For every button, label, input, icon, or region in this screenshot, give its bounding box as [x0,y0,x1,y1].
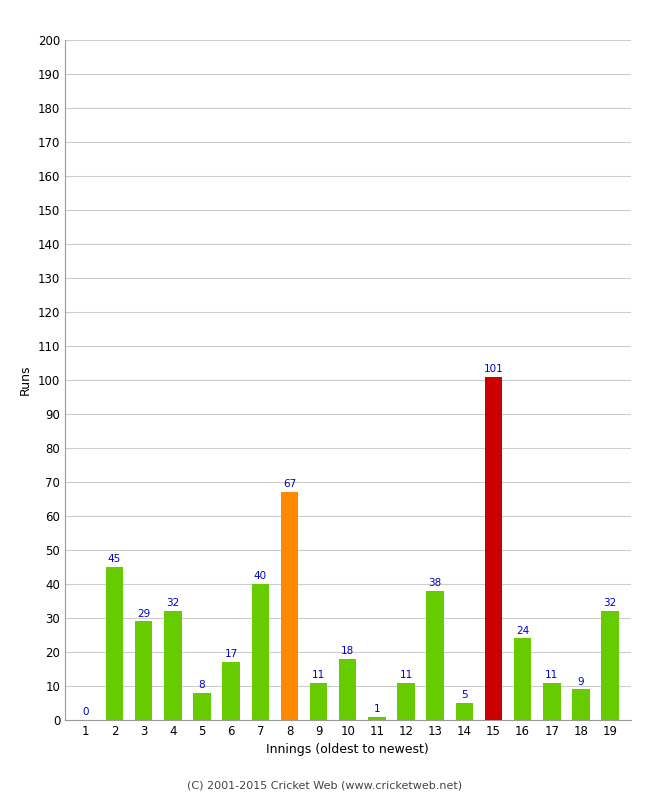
Text: 32: 32 [603,598,617,609]
Text: 18: 18 [341,646,354,656]
Text: 1: 1 [374,704,380,714]
Bar [135,622,153,720]
Bar [397,682,415,720]
Bar [543,682,560,720]
Bar [456,703,473,720]
Bar [426,590,444,720]
Bar [106,567,124,720]
Text: 8: 8 [199,680,205,690]
Bar [193,693,211,720]
Text: 11: 11 [545,670,558,680]
Text: 38: 38 [428,578,442,588]
Bar [601,611,619,720]
Y-axis label: Runs: Runs [20,365,32,395]
Text: 45: 45 [108,554,121,564]
Text: 67: 67 [283,479,296,490]
X-axis label: Innings (oldest to newest): Innings (oldest to newest) [266,743,429,757]
Bar [368,717,385,720]
Text: 11: 11 [399,670,413,680]
Text: 24: 24 [516,626,529,636]
Bar [310,682,328,720]
Text: 11: 11 [312,670,325,680]
Bar [514,638,532,720]
Bar [222,662,240,720]
Text: 5: 5 [461,690,467,700]
Bar [164,611,181,720]
Bar [339,659,356,720]
Bar [281,492,298,720]
Text: 17: 17 [224,650,238,659]
Text: 0: 0 [82,707,88,718]
Text: 29: 29 [137,609,150,618]
Text: 32: 32 [166,598,179,609]
Bar [572,690,590,720]
Text: 9: 9 [578,677,584,686]
Text: (C) 2001-2015 Cricket Web (www.cricketweb.net): (C) 2001-2015 Cricket Web (www.cricketwe… [187,781,463,790]
Bar [252,584,269,720]
Bar [485,377,502,720]
Text: 40: 40 [254,571,267,582]
Text: 101: 101 [484,364,503,374]
